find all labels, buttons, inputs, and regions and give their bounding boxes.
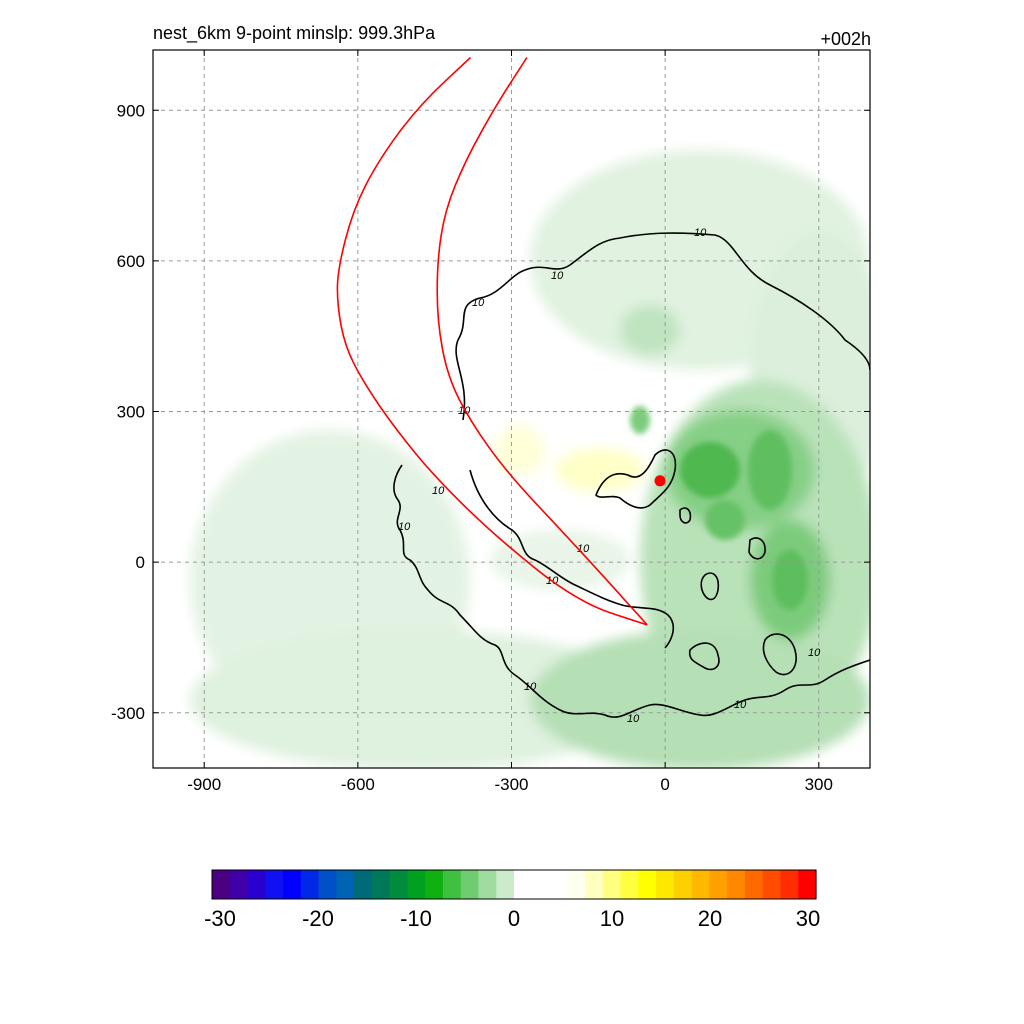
x-axis: -900 -600 -300 0 300	[187, 50, 833, 794]
colorbar-tick-label: 0	[508, 906, 520, 931]
contour-line-10-south	[393, 464, 870, 718]
storm-center-marker	[654, 475, 666, 487]
colorbar-swatch	[620, 870, 639, 899]
contour-label: 10	[694, 227, 707, 239]
colorbar-tick-label: 20	[698, 906, 722, 931]
colorbar-swatch	[602, 870, 622, 899]
contour-label: 10	[627, 713, 640, 725]
contour-line-10-inner	[595, 449, 677, 509]
contour-labels: 10 10 10 10 10 10 10 10 10 10 10 10	[398, 227, 821, 725]
colorbar-swatch	[673, 870, 693, 899]
contour-line-10	[455, 232, 870, 421]
colorbar-swatch	[212, 870, 231, 899]
contour-line-10-east	[679, 507, 797, 676]
colorbar-swatch	[638, 870, 657, 899]
colorbar-swatch	[531, 870, 551, 899]
contour-label: 10	[734, 699, 747, 711]
colorbar: -30 -20 -10 0 10 20 30	[204, 869, 820, 931]
contour-line-10-west	[469, 469, 675, 649]
y-tick-label: 600	[117, 252, 145, 271]
x-tick-label: -900	[187, 775, 221, 794]
y-axis: -300 0 300 600 900	[111, 101, 870, 723]
colorbar-swatch	[727, 870, 746, 899]
colorbar-swatch	[460, 870, 480, 899]
shaded-field-core	[630, 406, 808, 610]
colorbar-swatch	[318, 870, 337, 899]
contour-label: 10	[808, 647, 821, 659]
colorbar-swatch	[762, 870, 782, 899]
contour-label: 10	[551, 270, 564, 282]
y-tick-label: 300	[117, 403, 145, 422]
contour-label: 10	[524, 681, 537, 693]
track-line-outer	[336, 56, 648, 626]
contour-label: 10	[432, 485, 445, 497]
colorbar-swatch	[798, 870, 817, 899]
contour-label: 10	[472, 297, 485, 309]
colorbar-swatch	[514, 870, 533, 899]
colorbar-swatch	[336, 870, 355, 899]
colorbar-swatch	[425, 870, 444, 899]
colorbar-swatch	[229, 870, 249, 899]
forecast-hour-label: +002h	[820, 29, 871, 49]
colorbar-swatch	[265, 870, 284, 899]
colorbar-swatch	[549, 870, 568, 899]
colorbar-tick-label: 30	[796, 906, 820, 931]
colorbar-swatch	[247, 870, 266, 899]
colorbar-swatch	[371, 870, 391, 899]
colorbar-swatch	[442, 870, 462, 899]
colorbar-swatch	[496, 870, 515, 899]
colorbar-swatch	[389, 870, 409, 899]
colorbar-swatch	[656, 870, 675, 899]
x-tick-label: 0	[660, 775, 669, 794]
x-tick-label: -600	[341, 775, 375, 794]
colorbar-swatch	[300, 870, 320, 899]
y-tick-label: 0	[136, 553, 145, 572]
colorbar-swatch	[709, 870, 728, 899]
colorbar-tick-label: 10	[600, 906, 624, 931]
colorbar-swatch	[283, 870, 302, 899]
colorbar-swatch	[744, 870, 764, 899]
x-tick-label: -300	[494, 775, 528, 794]
x-tick-label: 300	[805, 775, 833, 794]
colorbar-swatch	[478, 870, 497, 899]
colorbar-tick-label: -20	[302, 906, 334, 931]
colorbar-swatch	[567, 870, 586, 899]
y-tick-label: 900	[117, 101, 145, 120]
colorbar-swatch	[691, 870, 711, 899]
contour-label: 10	[398, 521, 411, 533]
track-line-inner	[436, 57, 648, 626]
plot-area: 10 10 10 10 10 10 10 10 10 10 10 10	[153, 50, 870, 768]
colorbar-tick-label: -30	[204, 906, 236, 931]
colorbar-swatch	[780, 870, 799, 899]
y-tick-label: -300	[111, 704, 145, 723]
colorbar-swatch	[354, 870, 373, 899]
colorbar-tick-label: -10	[400, 906, 432, 931]
colorbar-frame	[211, 869, 817, 900]
chart-title: nest_6km 9-point minslp: 999.3hPa	[153, 23, 436, 44]
colorbar-swatch	[407, 870, 426, 899]
colorbar-swatch	[585, 870, 604, 899]
